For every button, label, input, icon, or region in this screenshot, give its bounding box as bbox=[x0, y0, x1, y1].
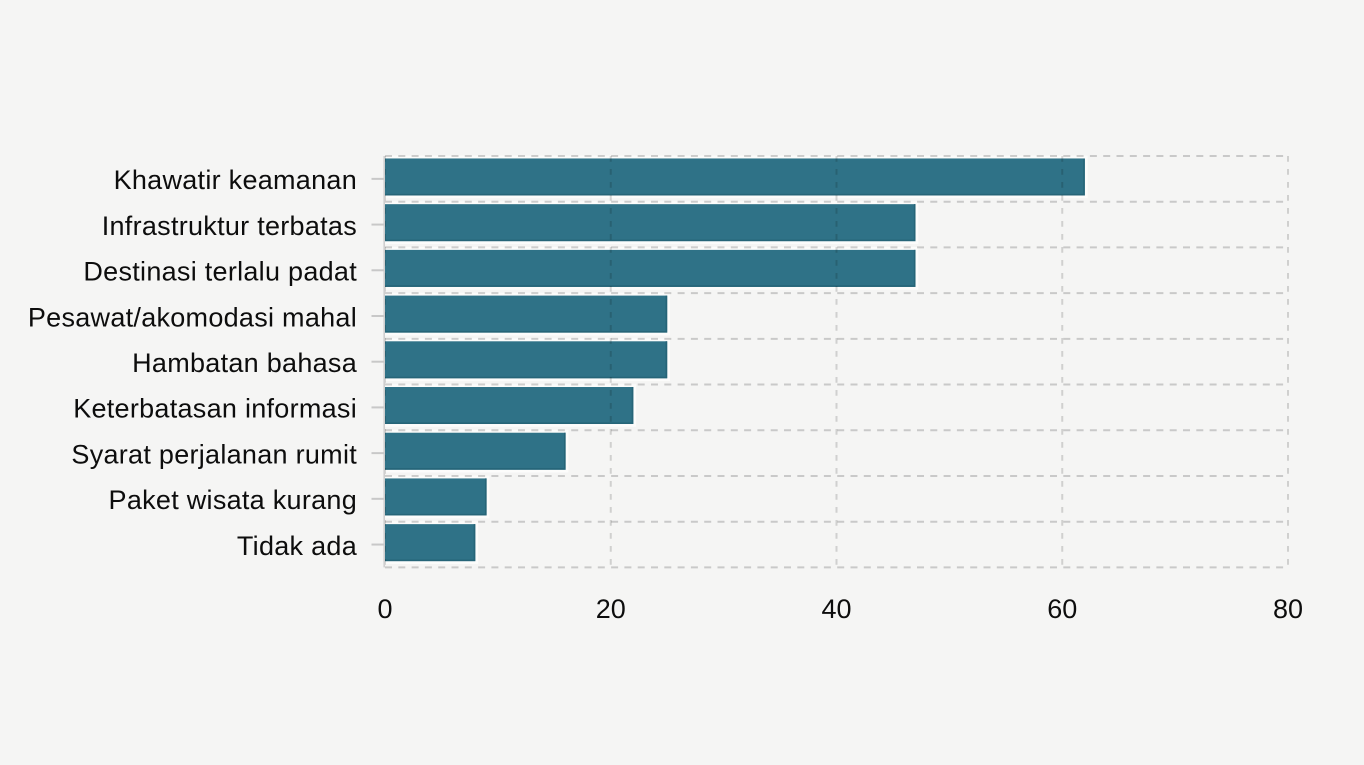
svg-text:Khawatir keamanan: Khawatir keamanan bbox=[114, 165, 357, 195]
svg-text:Syarat perjalanan rumit: Syarat perjalanan rumit bbox=[71, 439, 357, 469]
svg-text:40: 40 bbox=[821, 594, 851, 624]
svg-text:80: 80 bbox=[1273, 594, 1303, 624]
svg-text:0: 0 bbox=[377, 594, 392, 624]
svg-text:Destinasi terlalu padat: Destinasi terlalu padat bbox=[83, 257, 357, 287]
svg-text:Infrastruktur terbatas: Infrastruktur terbatas bbox=[102, 211, 357, 241]
svg-text:Keterbatasan informasi: Keterbatasan informasi bbox=[73, 394, 357, 424]
svg-text:Pesawat/akomodasi mahal: Pesawat/akomodasi mahal bbox=[28, 302, 357, 332]
svg-text:Tidak ada: Tidak ada bbox=[237, 531, 358, 561]
svg-text:Paket wisata kurang: Paket wisata kurang bbox=[109, 485, 357, 515]
svg-text:20: 20 bbox=[596, 594, 626, 624]
svg-text:60: 60 bbox=[1047, 594, 1077, 624]
svg-text:Hambatan bahasa: Hambatan bahasa bbox=[132, 348, 358, 378]
